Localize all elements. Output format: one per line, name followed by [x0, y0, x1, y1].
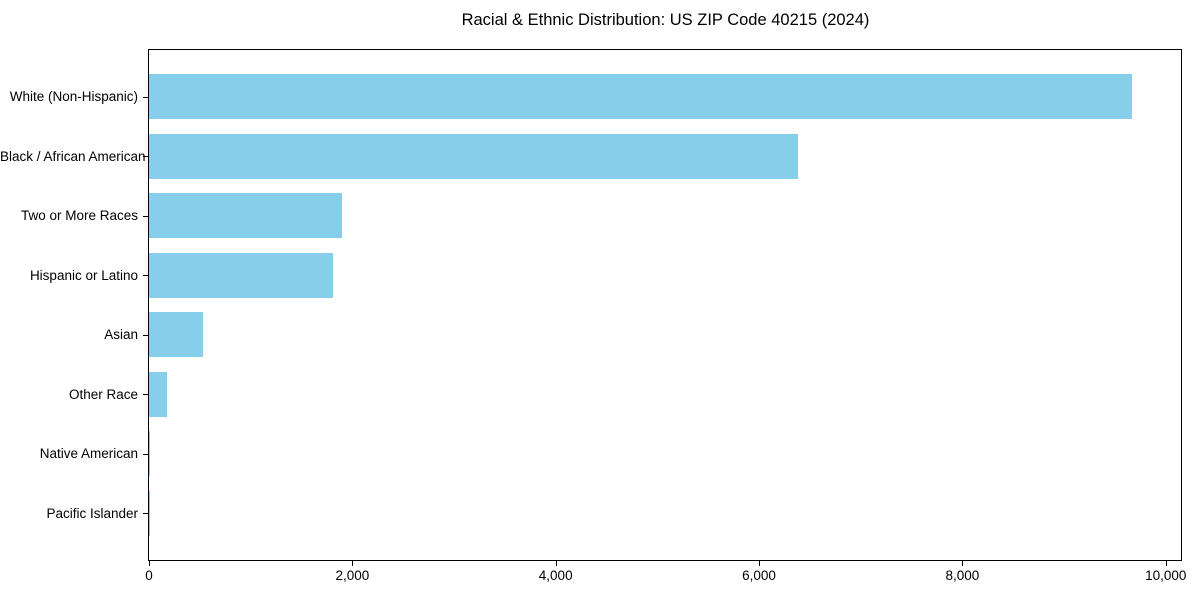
y-tick-label-native-american: Native American — [39, 446, 138, 462]
y-tick-mark — [143, 453, 148, 455]
bar-white-non-hispanic — [149, 74, 1133, 120]
x-tick-mark — [759, 561, 761, 566]
bar-hispanic-or-latino — [149, 252, 334, 298]
y-tick-mark — [143, 513, 148, 515]
y-tick-label-pacific-islander: Pacific Islander — [46, 505, 138, 521]
x-tick-mark — [555, 561, 557, 566]
plot-area — [148, 49, 1182, 561]
y-tick-mark — [143, 156, 148, 158]
x-tick-mark — [962, 561, 964, 566]
y-tick-label-black-african-american: Black / African American — [0, 148, 146, 164]
y-tick-label-other-race: Other Race — [68, 386, 138, 402]
x-tick-label-0: 0 — [145, 568, 153, 583]
y-tick-label-two-or-more-races: Two or More Races — [20, 208, 138, 224]
y-tick-label-hispanic-or-latino: Hispanic or Latino — [29, 267, 138, 283]
bar-two-or-more-races — [149, 193, 343, 239]
y-tick-label-white-non-hispanic: White (Non-Hispanic) — [9, 89, 138, 105]
x-tick-label-2000: 2,000 — [335, 568, 370, 583]
x-tick-mark — [1165, 561, 1167, 566]
x-tick-label-4000: 4,000 — [538, 568, 573, 583]
y-tick-mark — [143, 215, 148, 217]
y-tick-label-asian: Asian — [104, 327, 138, 343]
bar-native-american — [149, 431, 151, 477]
y-tick-mark — [143, 96, 148, 98]
x-tick-mark — [352, 561, 354, 566]
bar-pacific-islander — [149, 490, 150, 536]
y-tick-mark — [143, 334, 148, 336]
bar-black-african-american — [149, 133, 798, 179]
x-tick-mark — [149, 561, 150, 566]
x-tick-label-6000: 6,000 — [742, 568, 776, 583]
bar-asian — [149, 312, 203, 358]
bar-other-race — [149, 371, 168, 417]
x-tick-label-8000: 8,000 — [945, 568, 980, 583]
y-tick-mark — [143, 275, 148, 277]
chart-title: Racial & Ethnic Distribution: US ZIP Cod… — [461, 11, 870, 29]
y-tick-mark — [143, 394, 148, 396]
x-tick-label-10000: 10,000 — [1145, 568, 1187, 583]
